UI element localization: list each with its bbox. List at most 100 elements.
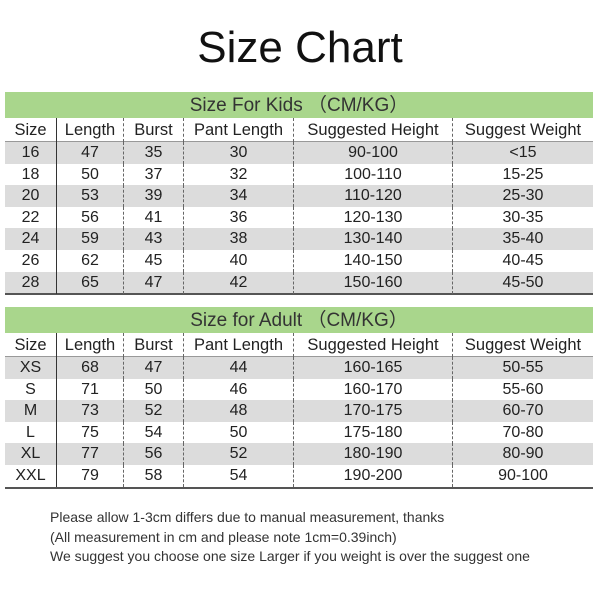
table-cell: 175-180 — [293, 421, 452, 444]
table-cell: 50 — [56, 163, 123, 186]
table-cell: 26 — [21, 251, 40, 269]
table-cell: 190-200 — [293, 464, 452, 487]
table-cell: 38 — [183, 228, 293, 251]
table-cell: 48 — [183, 400, 293, 423]
table-cell: 75 — [56, 421, 123, 444]
table-cell: 41 — [123, 206, 183, 229]
table-cell: M — [23, 402, 38, 420]
table-cell: 50-55 — [452, 357, 593, 379]
table-cell: 18 — [21, 165, 40, 183]
table-cell: 35 — [123, 142, 183, 164]
table-cell: 46 — [183, 378, 293, 401]
table-cell: 37 — [123, 163, 183, 186]
column-header: Length — [56, 333, 123, 357]
table-header-row: Size Length Burst Pant Length Suggested Heig… — [5, 333, 593, 357]
table-header-row: Size Length Burst Pant Length Suggested Heig… — [5, 118, 593, 142]
table-cell: 47 — [56, 142, 123, 164]
table-cell: 70-80 — [452, 421, 593, 444]
table-row: M 73 52 48 170-175 60-70 — [5, 400, 593, 423]
table-cell: 45 — [123, 249, 183, 272]
column-header: Burst — [123, 333, 183, 357]
table-cell: 54 — [123, 421, 183, 444]
table-cell: 56 — [56, 206, 123, 229]
table-row: XXL 79 58 54 190-200 90-100 — [5, 464, 593, 489]
table-cell: 90-100 — [293, 142, 452, 164]
kids-table-heading: Size For Kids （CM/KG） — [5, 92, 593, 118]
column-header: Pant Length — [183, 333, 293, 357]
table-cell: 45-50 — [452, 271, 593, 294]
table-cell: 160-165 — [293, 357, 452, 379]
table-cell: 30 — [183, 142, 293, 164]
table-cell: 35-40 — [452, 228, 593, 251]
table-cell: 52 — [123, 400, 183, 423]
table-cell: 40 — [183, 249, 293, 272]
table-cell: 180-190 — [293, 443, 452, 466]
column-header: Pant Length — [183, 118, 293, 142]
column-header: Length — [56, 118, 123, 142]
table-cell: 140-150 — [293, 249, 452, 272]
kids-size-table: Size For Kids （CM/KG） Size Length Burst Pan… — [5, 92, 593, 296]
table-cell: 62 — [56, 249, 123, 272]
table-row: L 75 54 50 175-180 70-80 — [5, 421, 593, 444]
table-cell: 42 — [183, 271, 293, 294]
table-cell: 16 — [21, 144, 40, 161]
table-cell: 170-175 — [293, 400, 452, 423]
table-row: S 71 50 46 160-170 55-60 — [5, 378, 593, 401]
table-row: 28 65 47 42 150-160 45-50 — [5, 271, 593, 296]
table-cell: 90-100 — [452, 464, 593, 487]
table-cell: 44 — [183, 357, 293, 379]
table-cell: XXL — [15, 466, 46, 484]
column-header: Size — [14, 336, 47, 354]
note-line: Please allow 1-3cm differs due to manual… — [50, 509, 445, 525]
table-cell: 65 — [56, 271, 123, 294]
table-cell: 160-170 — [293, 378, 452, 401]
table-cell: 50 — [183, 421, 293, 444]
column-header: Suggested Height — [293, 333, 452, 357]
table-cell: 43 — [123, 228, 183, 251]
table-row: 22 56 41 36 120-130 30-35 — [5, 206, 593, 229]
table-cell: 25-30 — [452, 185, 593, 208]
table-cell: 130-140 — [293, 228, 452, 251]
table-cell: 47 — [123, 271, 183, 294]
note-line: (All measurement in cm and please note 1… — [50, 528, 397, 545]
table-row: 18 50 37 32 100-110 15-25 — [5, 163, 593, 186]
table-cell: 32 — [183, 163, 293, 186]
table-cell: 120-130 — [293, 206, 452, 229]
table-cell: 73 — [56, 400, 123, 423]
table-row: 16 47 35 30 90-100 <15 — [5, 142, 593, 164]
table-cell: XS — [19, 359, 42, 376]
table-cell: L — [26, 423, 35, 441]
table-cell: 39 — [123, 185, 183, 208]
table-cell: 56 — [123, 443, 183, 466]
table-cell: 20 — [21, 187, 40, 205]
table-row: XS 68 47 44 160-165 50-55 — [5, 357, 593, 379]
table-cell: 36 — [183, 206, 293, 229]
table-row: 26 62 45 40 140-150 40-45 — [5, 249, 593, 272]
table-cell: 68 — [56, 357, 123, 379]
table-cell: S — [25, 380, 36, 398]
table-cell: 58 — [123, 464, 183, 487]
table-cell: 47 — [123, 357, 183, 379]
table-cell: 54 — [183, 464, 293, 487]
table-cell: 80-90 — [452, 443, 593, 466]
table-cell: 50 — [123, 378, 183, 401]
table-cell: 100-110 — [293, 163, 452, 186]
column-header: Suggested Height — [293, 118, 452, 142]
table-cell: 15-25 — [452, 163, 593, 186]
column-header: Size — [14, 121, 47, 139]
table-cell: 59 — [56, 228, 123, 251]
table-cell: 53 — [56, 185, 123, 208]
column-header: Suggest Weight — [452, 118, 593, 142]
table-row: 20 53 39 34 110-120 25-30 — [5, 185, 593, 208]
table-cell: 52 — [183, 443, 293, 466]
table-cell: 24 — [21, 230, 40, 248]
table-cell: 77 — [56, 443, 123, 466]
table-cell: 28 — [21, 273, 40, 291]
table-cell: 110-120 — [293, 185, 452, 208]
table-cell: 60-70 — [452, 400, 593, 423]
adult-table-heading: Size for Adult （CM/KG） — [5, 307, 593, 333]
table-cell: XL — [20, 445, 41, 463]
adult-size-table: Size for Adult （CM/KG） Size Length Burst Pa… — [5, 307, 593, 489]
table-row: 24 59 43 38 130-140 35-40 — [5, 228, 593, 251]
table-cell: 150-160 — [293, 271, 452, 294]
